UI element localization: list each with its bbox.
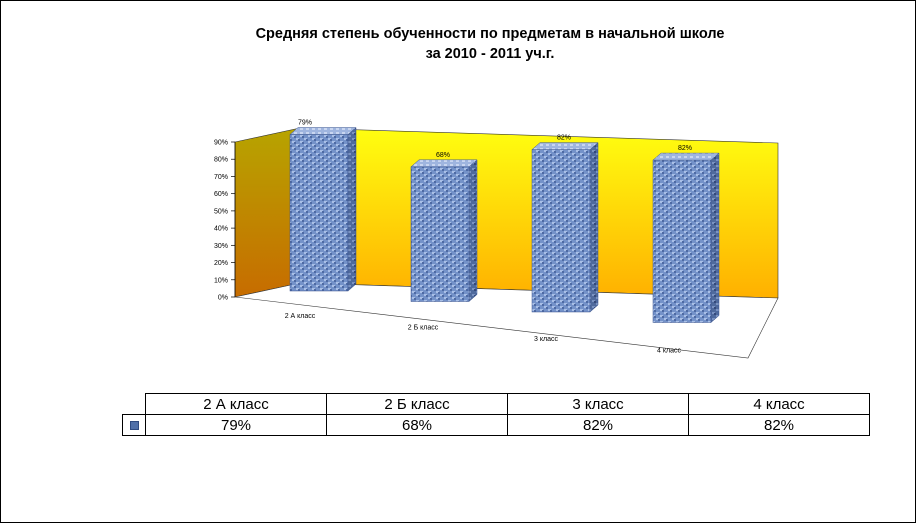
- data-table-row: 79% 68% 82% 82%: [122, 414, 870, 436]
- y-tick-label: 30%: [214, 243, 228, 250]
- data-table-header-row: 2 А класс 2 Б класс 3 класс 4 класс: [122, 393, 870, 415]
- bar-side: [468, 159, 478, 303]
- data-label: 68%: [436, 152, 450, 159]
- y-tick-label: 0%: [218, 295, 228, 302]
- bar-series: 79% 68% 82% 82%: [289, 120, 720, 324]
- x-tick-label: 4 класс: [657, 348, 681, 355]
- bar-top: [531, 142, 599, 150]
- bar-front: [531, 149, 591, 313]
- x-tick-label: 2 Б класс: [408, 325, 439, 332]
- chart-title: Средняя степень обученности по предметам…: [140, 24, 840, 64]
- data-table-cell: 82%: [688, 414, 870, 436]
- data-table-header: 2 Б класс: [326, 393, 508, 415]
- bar-top: [652, 152, 720, 161]
- data-table-header: 4 класс: [688, 393, 870, 415]
- legend-swatch-icon: [129, 421, 139, 431]
- y-tick-label: 20%: [214, 260, 228, 267]
- bar-top: [410, 159, 478, 168]
- data-table-corner: [122, 393, 146, 415]
- bar-side: [347, 126, 357, 292]
- data-table-header: 3 класс: [507, 393, 689, 415]
- data-table-cell: 68%: [326, 414, 508, 436]
- y-tick-label: 60%: [214, 191, 228, 198]
- y-tick-label: 90%: [214, 140, 228, 147]
- bar-side: [710, 152, 720, 324]
- data-label: 82%: [678, 145, 692, 152]
- legend-key: [122, 414, 146, 436]
- floor: [234, 282, 779, 359]
- bar-front: [652, 159, 712, 323]
- data-table-header: 2 А класс: [145, 393, 327, 415]
- bar-top: [289, 127, 357, 135]
- bar-side: [589, 142, 599, 313]
- bar-front: [289, 134, 349, 292]
- data-table-cell: 82%: [507, 414, 689, 436]
- x-tick-label: 3 класс: [534, 336, 558, 343]
- y-tick-label: 50%: [214, 208, 228, 215]
- y-tick-label: 10%: [214, 277, 228, 284]
- y-tick-label: 40%: [214, 226, 228, 233]
- chart-title-line2: за 2010 - 2011 уч.г.: [425, 46, 555, 62]
- chart-title-line1: Средняя степень обученности по предметам…: [255, 26, 725, 42]
- data-label: 82%: [557, 135, 571, 142]
- data-label: 79%: [298, 120, 312, 127]
- bar-front: [410, 166, 470, 302]
- data-table: 2 А класс 2 Б класс 3 класс 4 класс 79% …: [122, 393, 870, 436]
- data-table-cell: 79%: [145, 414, 327, 436]
- category-axis: 2 А класс 2 Б класс 3 класс 4 класс: [285, 313, 682, 355]
- y-tick-label: 70%: [214, 174, 228, 181]
- y-tick-label: 80%: [214, 157, 228, 164]
- x-tick-label: 2 А класс: [285, 313, 316, 320]
- value-axis: 0% 10% 20% 30% 40% 50% 60% 70% 80% 90%: [214, 140, 236, 302]
